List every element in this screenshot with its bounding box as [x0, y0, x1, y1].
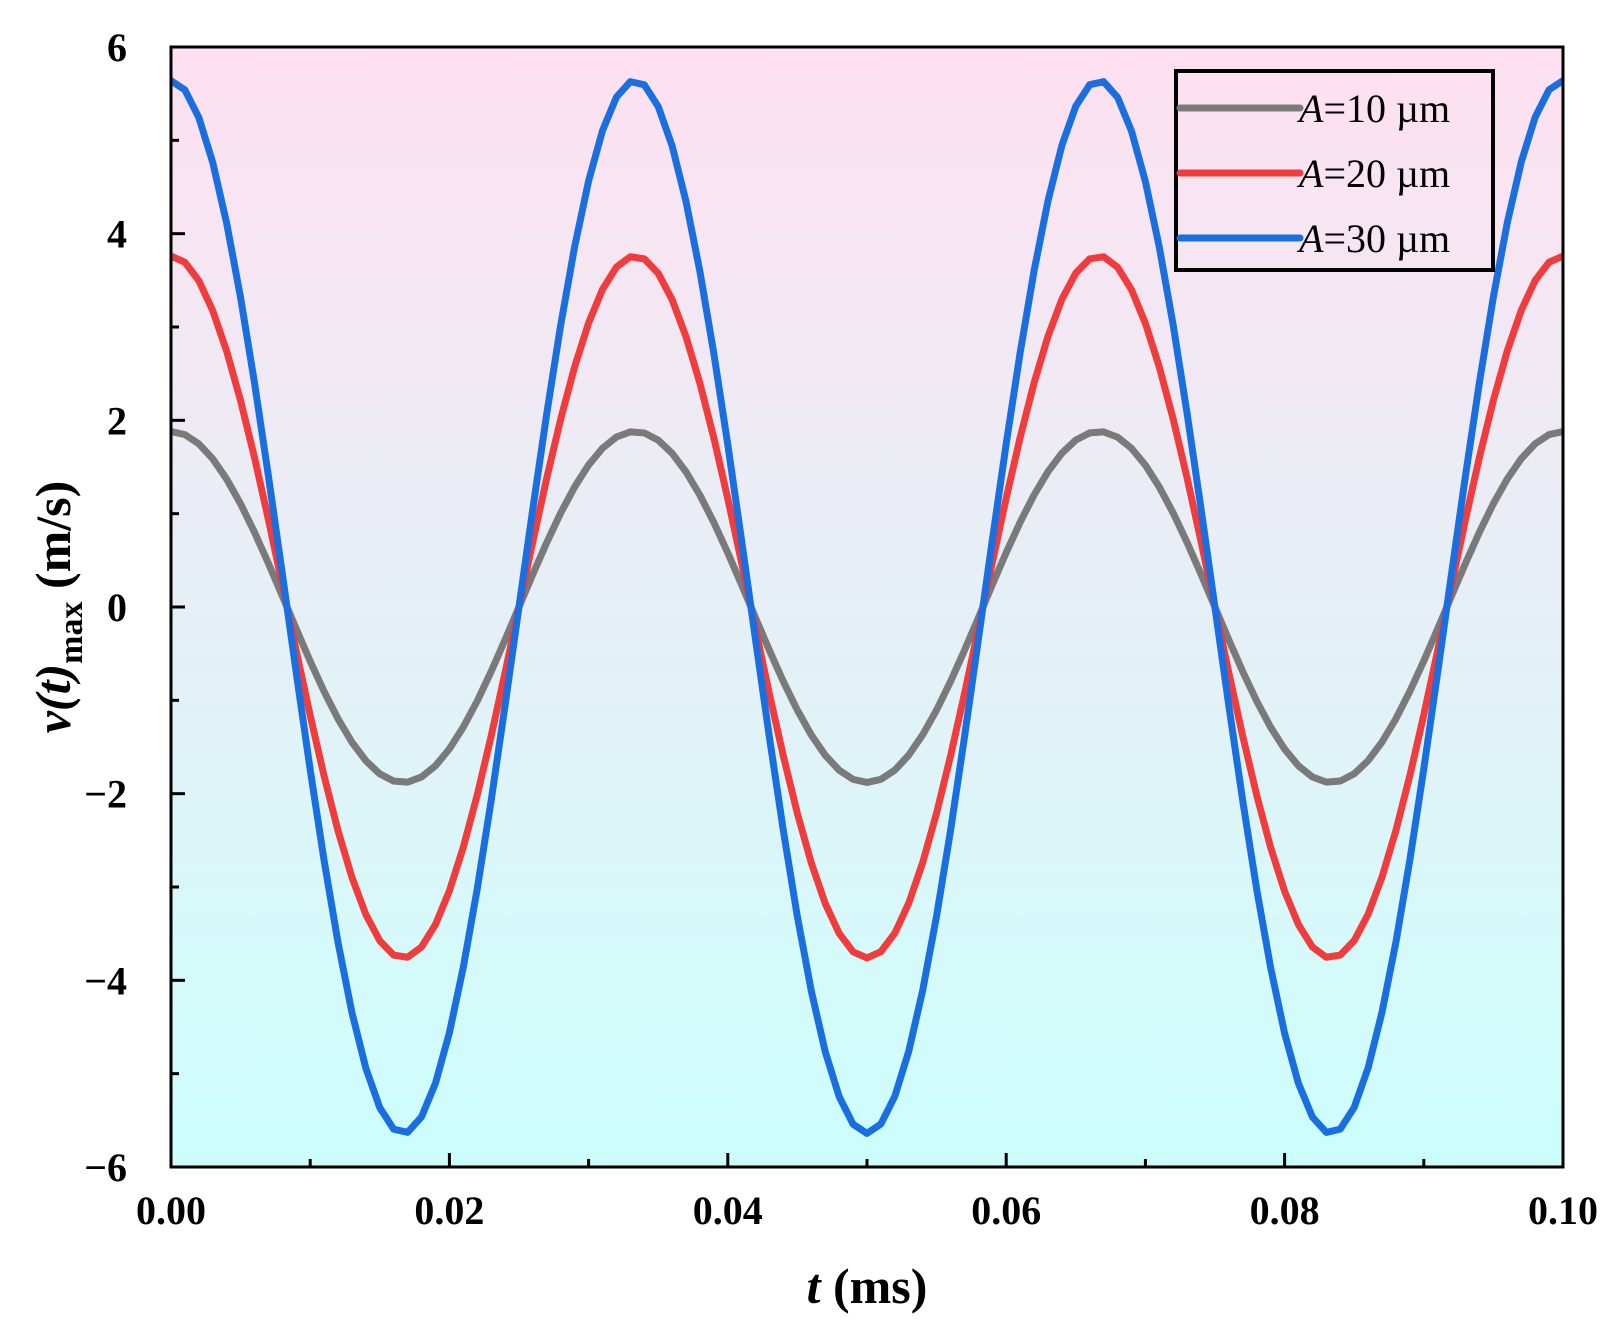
x-tick-label: 0.10	[1528, 1188, 1598, 1233]
x-tick-label: 0.02	[414, 1188, 484, 1233]
y-tick-label: −4	[84, 958, 127, 1003]
y-tick-label: 4	[107, 212, 127, 257]
legend-box	[1174, 69, 1495, 272]
legend-label-prefix: A	[1296, 216, 1324, 261]
y-tick-label: −2	[84, 772, 127, 817]
legend-label-2: A=20 µm	[1296, 151, 1450, 196]
legend-label-suffix: =20 µm	[1323, 151, 1450, 196]
y-axis-title-close: )	[25, 664, 81, 685]
y-tick-label: 6	[107, 25, 127, 70]
x-tick-label: 0.06	[971, 1188, 1041, 1233]
legend-label-1: A=10 µm	[1296, 86, 1450, 131]
y-tick-label: −6	[84, 1145, 127, 1190]
legend-label-prefix: A	[1296, 86, 1324, 131]
plot-background	[171, 47, 1563, 1167]
y-tick-label: 0	[107, 585, 127, 630]
x-tick-label: 0.04	[693, 1188, 763, 1233]
y-axis-title-sub: max	[53, 602, 90, 664]
legend: A=10 µmA=20 µmA=30 µm	[1174, 69, 1495, 272]
y-axis-title-unit: (m/s)	[25, 481, 81, 602]
legend-label-3: A=30 µm	[1296, 216, 1450, 261]
y-axis-title: v(t)max (m/s)	[25, 481, 90, 734]
legend-label-suffix: =10 µm	[1323, 86, 1450, 131]
series-line-2	[171, 252, 1563, 962]
x-axis-title-unit: (ms)	[820, 1258, 927, 1314]
series-line-3	[171, 77, 1563, 1137]
x-axis-title: t (ms)	[807, 1258, 928, 1314]
y-axis-title-var: t	[25, 678, 81, 694]
legend-label-suffix: =30 µm	[1323, 216, 1450, 261]
legend-label-prefix: A	[1296, 151, 1324, 196]
ticks-layer: 0.00 0.02 0.04 0.06 0.08 0.10 6 4 2 0 −2 −4 −6	[84, 25, 1598, 1233]
x-tick-label: 0.00	[136, 1188, 206, 1233]
y-tick-label: 2	[107, 398, 127, 443]
series-line-1	[171, 428, 1563, 786]
series-layer	[171, 77, 1563, 1137]
x-axis-title-var: t	[807, 1258, 823, 1314]
y-axis-title-open: v(	[25, 691, 81, 733]
x-tick-label: 0.08	[1250, 1188, 1320, 1233]
